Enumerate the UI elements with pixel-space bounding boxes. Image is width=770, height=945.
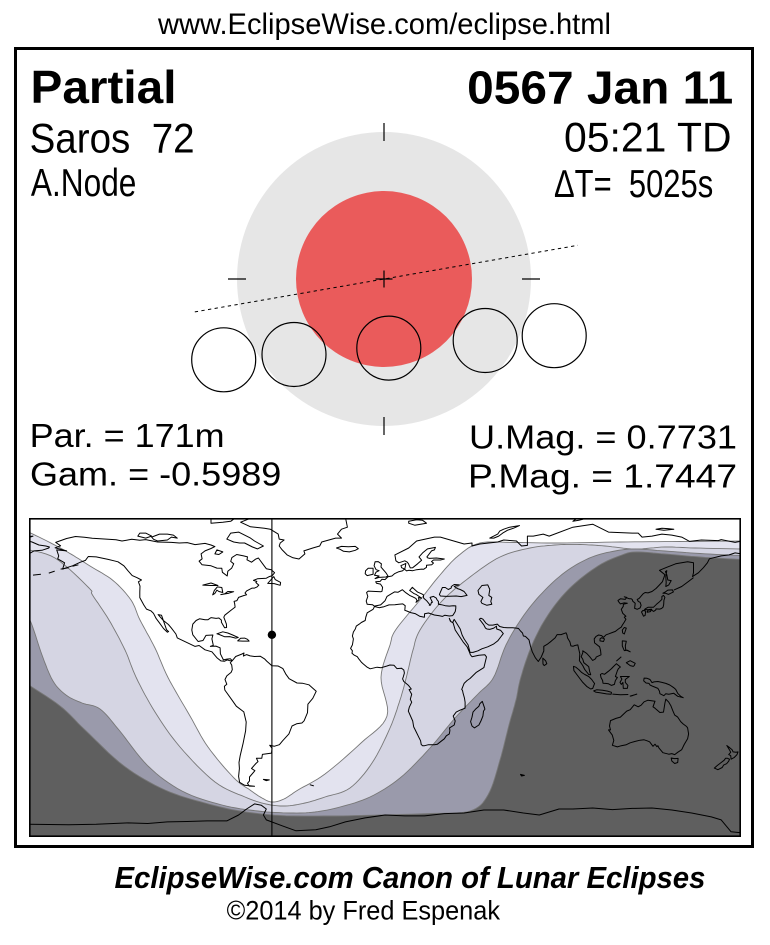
svg-text:P.Mag. = 1.7447: P.Mag. = 1.7447 bbox=[468, 458, 737, 495]
svg-text:Par. = 171m: Par. = 171m bbox=[30, 417, 225, 454]
svg-text:U.Mag. = 0.7731: U.Mag. = 0.7731 bbox=[469, 419, 737, 456]
svg-text:ΔT= 5025s: ΔT= 5025s bbox=[554, 163, 713, 206]
svg-text:A.Node: A.Node bbox=[31, 162, 136, 205]
svg-text:©2014 by Fred Espenak: ©2014 by Fred Espenak bbox=[227, 896, 501, 926]
svg-text:www.EclipseWise.com/eclipse.ht: www.EclipseWise.com/eclipse.html bbox=[157, 8, 611, 41]
svg-text:0567 Jan 11: 0567 Jan 11 bbox=[467, 62, 733, 114]
svg-text:Partial: Partial bbox=[31, 61, 177, 113]
svg-text:Gam. = -0.5989: Gam. = -0.5989 bbox=[30, 456, 281, 493]
svg-text:EclipseWise.com Canon of Lunar: EclipseWise.com Canon of Lunar Eclipses bbox=[115, 861, 706, 895]
svg-text:05:21 TD: 05:21 TD bbox=[564, 113, 732, 160]
svg-text:Saros 72: Saros 72 bbox=[30, 115, 195, 162]
